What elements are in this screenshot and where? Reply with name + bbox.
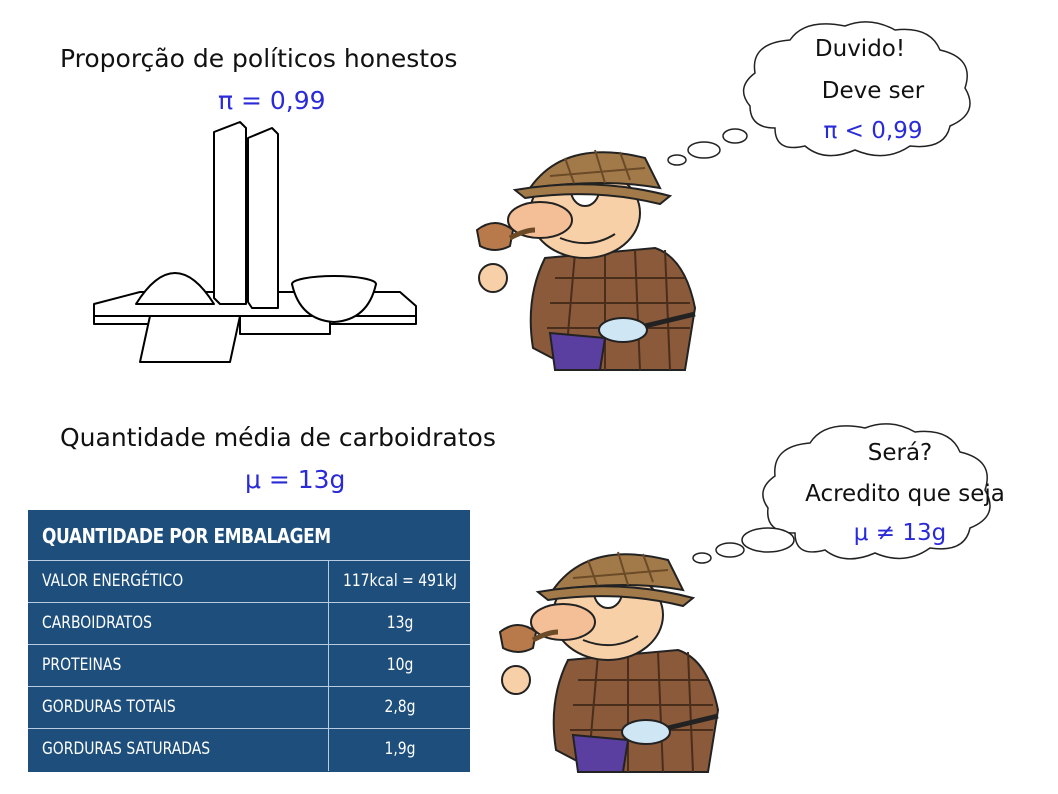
param-mu: μ = 13g	[245, 465, 346, 494]
heading-honest-politicians: Proporção de políticos honestos	[60, 44, 458, 73]
table-row: GORDURAS SATURADAS 1,9g	[28, 728, 470, 771]
bubble-top-line1: Duvido!	[814, 36, 906, 62]
bubble-bottom-line2: Acredito que seja	[805, 481, 1005, 507]
table-row: GORDURAS TOTAIS 2,8g	[28, 686, 470, 729]
detective-icon	[498, 551, 720, 773]
table-row: VALOR ENERGÉTICO 117kcal = 491kJ	[28, 560, 470, 603]
nutrient-name: GORDURAS SATURADAS	[42, 739, 211, 759]
thought-cloud-icon	[692, 423, 991, 564]
nutrition-table: QUANTIDADE POR EMBALAGEM VALOR ENERGÉTIC…	[28, 510, 470, 772]
nutrient-name: PROTEINAS	[42, 655, 122, 675]
nutrient-value: 2,8g	[384, 697, 416, 717]
nutrient-value: 1,9g	[384, 739, 416, 759]
param-pi: π = 0,99	[218, 86, 326, 115]
bubble-bottom-line1: Será?	[867, 440, 933, 466]
congress-building-icon	[93, 121, 417, 363]
table-row: CARBOIDRATOS 13g	[28, 602, 470, 645]
nutrient-value: 13g	[386, 613, 414, 633]
detective-icon	[475, 149, 697, 371]
thought-cloud-icon	[667, 21, 971, 166]
nutrient-value: 117kcal = 491kJ	[342, 571, 458, 591]
nutrition-title: QUANTIDADE POR EMBALAGEM	[42, 524, 331, 548]
bubble-top-line2: Deve ser	[821, 78, 925, 104]
nutrient-value: 10g	[386, 655, 414, 675]
bubble-top-line3: π < 0,99	[823, 118, 923, 144]
nutrient-name: VALOR ENERGÉTICO	[42, 571, 184, 591]
bubble-bottom-line3: μ ≠ 13g	[853, 520, 947, 546]
table-row: PROTEINAS 10g	[28, 644, 470, 687]
heading-carbohydrates: Quantidade média de carboidratos	[60, 423, 496, 452]
nutrient-name: GORDURAS TOTAIS	[42, 697, 176, 717]
nutrient-name: CARBOIDRATOS	[42, 613, 153, 633]
